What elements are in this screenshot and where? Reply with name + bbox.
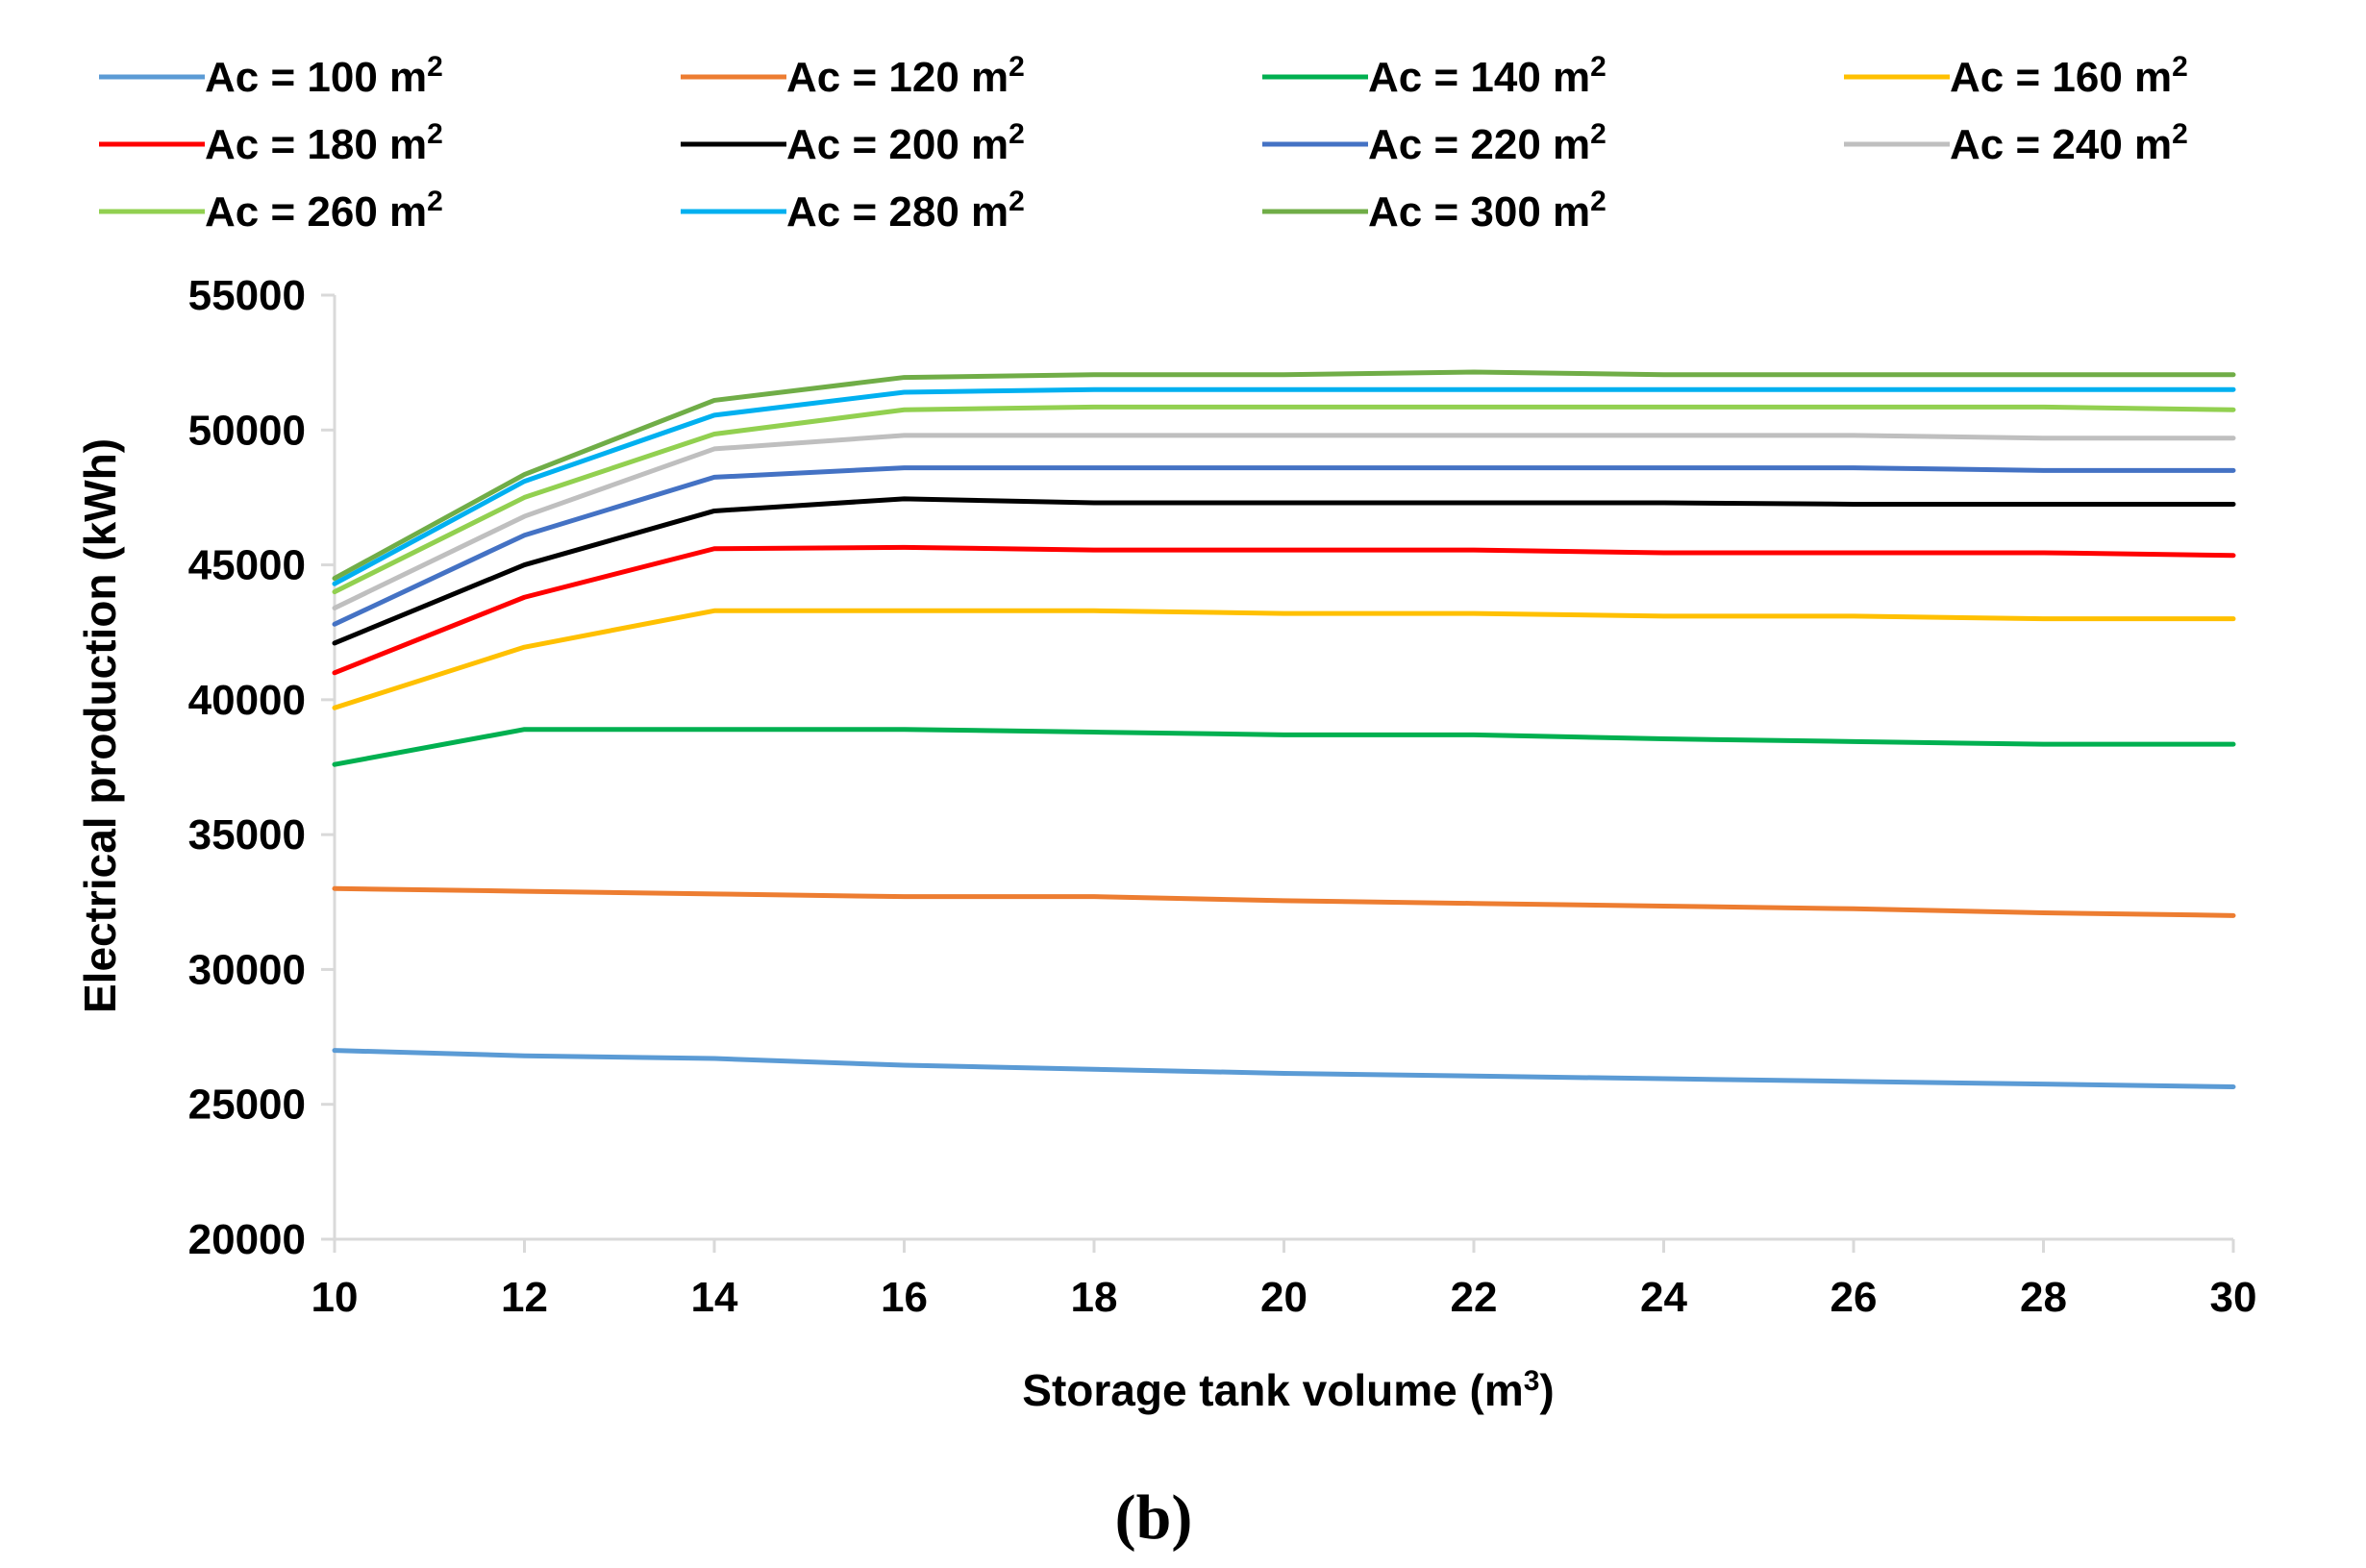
x-tick-label: 14	[691, 1274, 738, 1321]
legend-item: Ac = 280 m2	[681, 186, 1025, 236]
legend-item: Ac = 100 m2	[99, 51, 443, 101]
series-line-260	[332, 404, 2236, 595]
y-tick-label: 20000	[188, 1216, 306, 1263]
series-line-140	[332, 727, 2236, 767]
legend-item: Ac = 140 m2	[1262, 51, 1606, 101]
x-tick-label: 22	[1451, 1274, 1498, 1321]
y-tick-label: 40000	[188, 677, 306, 724]
y-tick-label: 45000	[188, 542, 306, 589]
series-line-280	[332, 386, 2236, 586]
legend-item: Ac = 160 m2	[1844, 51, 2188, 101]
legend-item: Ac = 200 m2	[681, 118, 1025, 168]
legend-label: Ac = 300 m2	[1368, 186, 1606, 236]
series-line-160	[332, 608, 2236, 710]
series-group	[332, 369, 2236, 1089]
series-line-220	[332, 465, 2236, 627]
series-line-100	[332, 1048, 2236, 1089]
legend-label: Ac = 180 m2	[205, 118, 443, 168]
legend-label: Ac = 100 m2	[205, 51, 443, 101]
legend-label: Ac = 240 m2	[1950, 118, 2188, 168]
series-line-240	[332, 433, 2236, 610]
legend-item: Ac = 260 m2	[99, 186, 443, 236]
y-tick-label: 50000	[188, 407, 306, 454]
series-line-200	[332, 496, 2236, 646]
panel-label: (b)	[1115, 1482, 1193, 1553]
legend: Ac = 100 m2 Ac = 120 m2 Ac = 140 m2 Ac = 16…	[99, 51, 2188, 236]
y-tick-label: 55000	[188, 272, 306, 319]
legend-label: Ac = 280 m2	[786, 186, 1025, 236]
legend-item: Ac = 120 m2	[681, 51, 1025, 101]
x-axis-title: Storage tank volume (m3)	[1022, 1365, 1554, 1415]
legend-label: Ac = 140 m2	[1368, 51, 1606, 101]
x-tick-label: 20	[1260, 1274, 1308, 1321]
legend-label: Ac = 220 m2	[1368, 118, 1606, 168]
y-tick-label: 25000	[188, 1082, 306, 1129]
y-tick-label: 30000	[188, 946, 306, 993]
legend-label: Ac = 200 m2	[786, 118, 1025, 168]
x-tick-label: 24	[1640, 1274, 1687, 1321]
legend-item: Ac = 180 m2	[99, 118, 443, 168]
legend-label: Ac = 120 m2	[786, 51, 1025, 101]
y-axis-title: Electrical production (kWh)	[75, 438, 125, 1013]
series-line-120	[332, 885, 2236, 918]
x-tick-label: 30	[2210, 1274, 2257, 1321]
x-tick-label: 28	[2020, 1274, 2067, 1321]
x-tick-label: 12	[501, 1274, 548, 1321]
series-line-300	[332, 369, 2236, 582]
legend-item: Ac = 240 m2	[1844, 118, 2188, 168]
y-ticks: 20000 25000 30000 35000 40000 45000 50000 55000	[188, 272, 335, 1263]
x-tick-label: 16	[881, 1274, 928, 1321]
x-ticks: 10 12 14 16 18 20 22 24 26 28 30	[311, 1239, 2257, 1321]
legend-item: Ac = 220 m2	[1262, 118, 1606, 168]
y-tick-label: 35000	[188, 811, 306, 859]
x-tick-label: 18	[1071, 1274, 1118, 1321]
x-tick-label: 26	[1831, 1274, 1878, 1321]
x-tick-label: 10	[311, 1274, 359, 1321]
legend-label: Ac = 160 m2	[1950, 51, 2188, 101]
legend-label: Ac = 260 m2	[205, 186, 443, 236]
series-line-180	[332, 544, 2236, 676]
legend-item: Ac = 300 m2	[1262, 186, 1606, 236]
